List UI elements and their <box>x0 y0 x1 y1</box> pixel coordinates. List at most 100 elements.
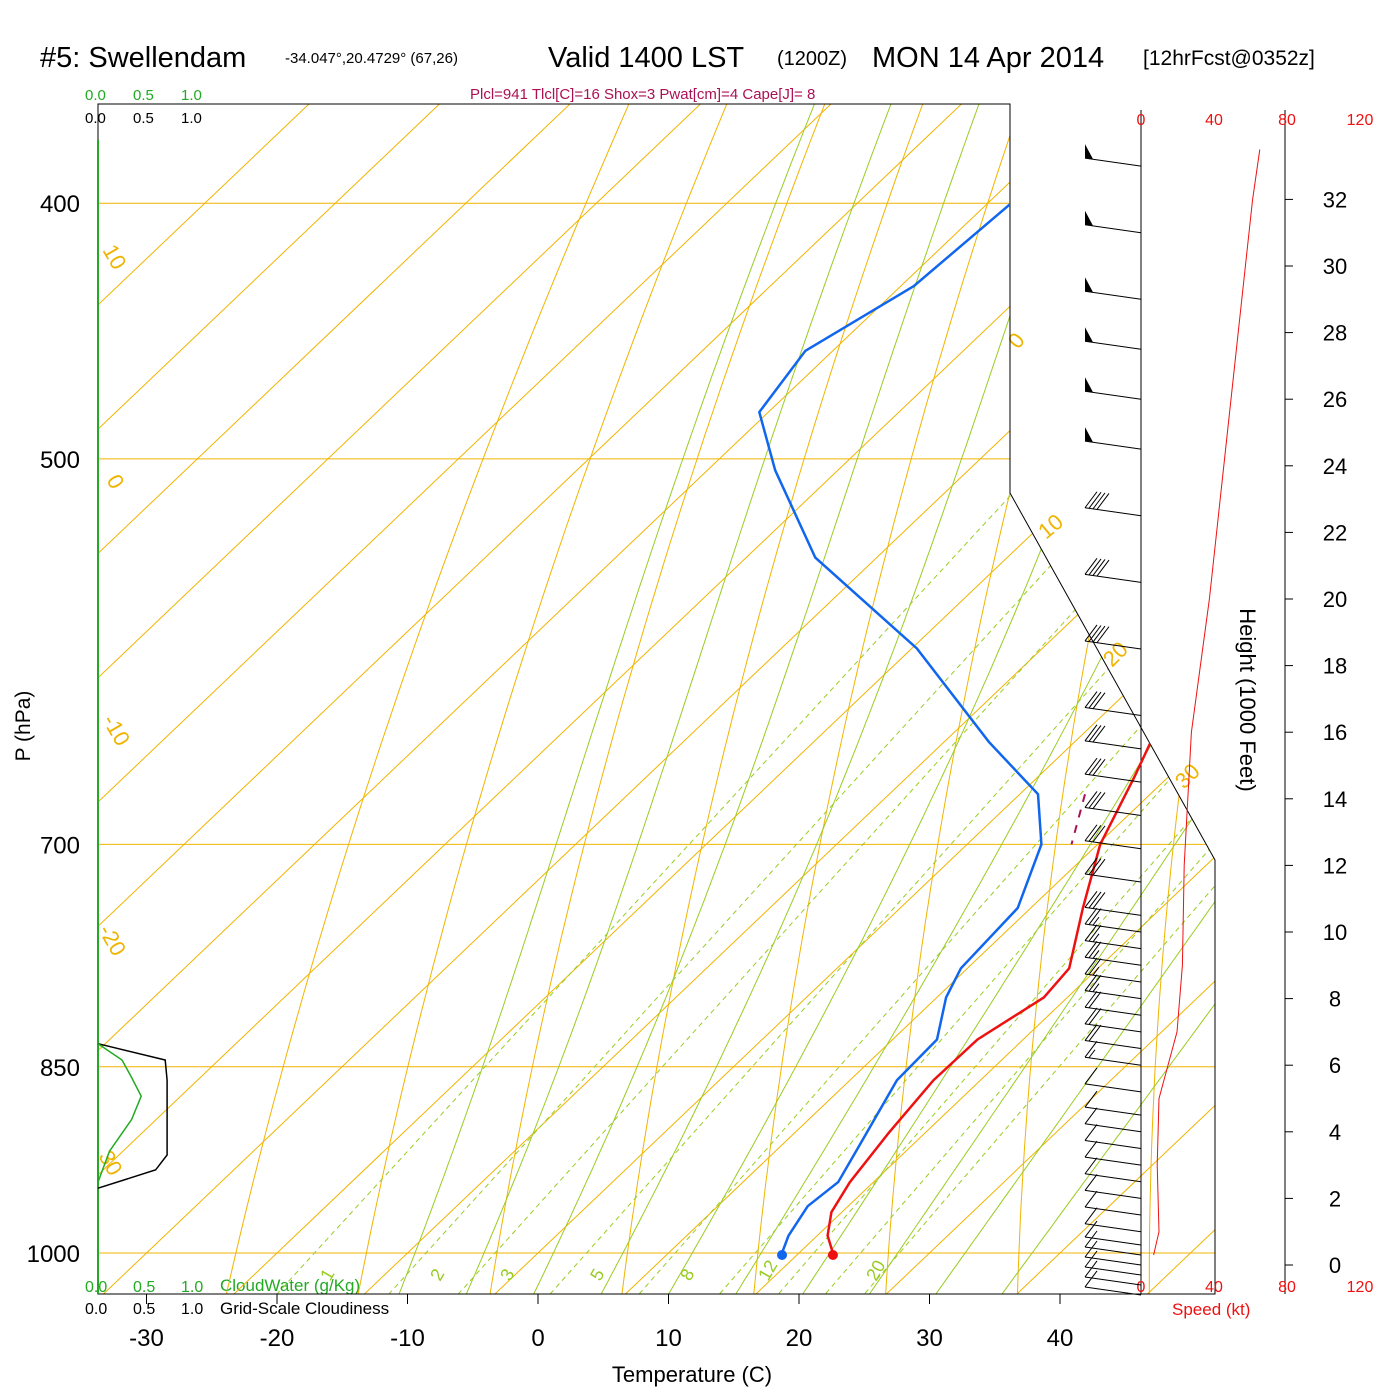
dry-adiabat-line <box>348 104 947 1294</box>
wind-barb-full <box>1088 691 1102 709</box>
isotherm-label: 0 <box>102 470 130 493</box>
isotherm-line <box>445 104 1215 1294</box>
wind-barb <box>1084 891 1142 916</box>
height-tick-label: 26 <box>1323 387 1347 412</box>
wind-barb-full <box>1084 1250 1098 1268</box>
wind-barb-staff <box>1084 923 1142 933</box>
height-tick-label: 32 <box>1323 187 1347 212</box>
wind-barb-full <box>1084 791 1098 808</box>
wind-barb-full <box>1092 892 1106 909</box>
wind-barb-staff <box>1084 507 1142 517</box>
wind-barb-staff <box>1084 873 1142 883</box>
isotherm-label: -20 <box>94 920 132 960</box>
wind-barb-full <box>1088 941 1102 959</box>
wind-barb-staff <box>1084 1223 1142 1233</box>
sounding-profiles <box>757 104 1215 1260</box>
wind-barb-staff <box>1084 973 1142 983</box>
moist-adiabat-line <box>966 104 1215 1294</box>
height-tick-label: 2 <box>1329 1186 1341 1211</box>
isotherm-line <box>98 104 771 1294</box>
dry-adiabat-line <box>482 104 1034 1294</box>
wind-barb-staff <box>1084 390 1142 400</box>
dry-adiabat-line <box>215 104 860 1294</box>
wind-barb-full <box>1092 725 1106 743</box>
cloud-water-tick-top-0: 0.0 <box>85 87 106 104</box>
wind-barb-staff <box>1084 157 1142 167</box>
wind-barb <box>1084 824 1142 850</box>
dewpoint-line <box>757 104 1215 1254</box>
speed-tick-top: 80 <box>1278 112 1296 129</box>
wind-barb <box>1084 691 1142 717</box>
speed-tick-bottom: 80 <box>1278 1279 1296 1296</box>
wind-barb-full <box>1084 724 1098 742</box>
wind-barb <box>1084 1007 1142 1033</box>
mixing-ratio-line <box>507 202 1215 1294</box>
wind-barb-full <box>1084 1040 1098 1058</box>
wind-barb-full <box>1084 907 1098 925</box>
wind-barb-full <box>1084 1067 1098 1085</box>
cloud-water-tick-bottom-2: 1.0 <box>181 1279 203 1296</box>
cloudiness-tick-top-2: 1.0 <box>181 110 202 127</box>
cloud-water-profile-line <box>97 1043 143 1183</box>
wind-speed-line <box>1153 149 1261 1256</box>
moist-adiabat-line <box>771 104 1215 1294</box>
wind-barb-staff <box>1084 1139 1142 1149</box>
moist-adiabat-line <box>575 104 1215 1294</box>
moist-adiabat-line <box>379 104 1027 1294</box>
wind-barb <box>1084 210 1142 234</box>
wind-barb-staff <box>1084 1286 1142 1296</box>
mixing-ratio-label: 8 <box>676 1265 698 1284</box>
wind-barb <box>1084 1090 1142 1116</box>
x-axis-title: Temperature (C) <box>612 1362 772 1387</box>
wind-barb-full <box>1092 792 1106 809</box>
wind-barb-full <box>1084 691 1098 708</box>
wind-barb-staff <box>1084 1246 1142 1256</box>
wind-barb-full <box>1084 924 1098 941</box>
wind-barb-full <box>1088 791 1102 809</box>
height-tick-label: 20 <box>1323 587 1347 612</box>
speed-tick-top: 120 <box>1347 112 1374 129</box>
wind-barb-pennant <box>1085 144 1093 160</box>
wind-barb <box>1084 144 1142 167</box>
mixing-ratio-line <box>784 202 1215 1294</box>
wind-barb-full <box>1084 491 1098 509</box>
wind-barb <box>1084 1250 1142 1276</box>
wind-barb <box>1084 1107 1142 1133</box>
temperature-line <box>826 104 1215 1254</box>
isotherm-line <box>836 104 1215 1294</box>
wind-barb-staff <box>1084 1156 1142 1166</box>
mixing-ratio-line <box>597 202 1215 1294</box>
wind-barb-full <box>1092 825 1106 843</box>
isotherm-line <box>98 104 1162 1294</box>
wind-barb-staff <box>1084 806 1142 816</box>
wind-barb <box>1084 377 1142 400</box>
wind-barb <box>1084 1240 1142 1266</box>
wind-barb-full <box>1084 974 1098 991</box>
height-tick-label: 28 <box>1323 321 1347 346</box>
wind-barb <box>1084 624 1142 650</box>
wind-barb-full <box>1084 1024 1098 1041</box>
wind-barb-full <box>1084 1270 1098 1288</box>
cloudiness-tick-bottom-1: 0.5 <box>133 1301 155 1318</box>
mixing-ratio-label: 12 <box>754 1257 781 1284</box>
wind-barb-staff <box>1084 940 1142 950</box>
wind-barb <box>1084 1174 1142 1199</box>
isotherm-line <box>98 104 1215 1294</box>
wind-barb-full <box>1084 1157 1098 1175</box>
x-tick-label: -20 <box>260 1325 295 1352</box>
wind-barb-staff <box>1084 1106 1142 1116</box>
wind-barb <box>1084 757 1142 783</box>
wind-barb-full <box>1088 908 1102 925</box>
wind-barb-full <box>1084 1090 1098 1108</box>
wind-barb-full <box>1088 758 1102 776</box>
wind-barb <box>1084 1124 1142 1149</box>
cloudiness-tick-top-0: 0.0 <box>85 110 106 127</box>
dry-adiabat-line <box>615 104 1121 1294</box>
height-tick-label: 24 <box>1323 454 1347 479</box>
wind-barb-full <box>1088 974 1102 992</box>
wind-barb-full <box>1084 1107 1098 1125</box>
dry-adiabat-line <box>749 104 1207 1294</box>
isotherm-label: 20 <box>1098 637 1133 672</box>
surface-temperature-marker <box>827 1250 838 1260</box>
cloud-water-label: CloudWater (g/Kg) <box>220 1276 360 1295</box>
